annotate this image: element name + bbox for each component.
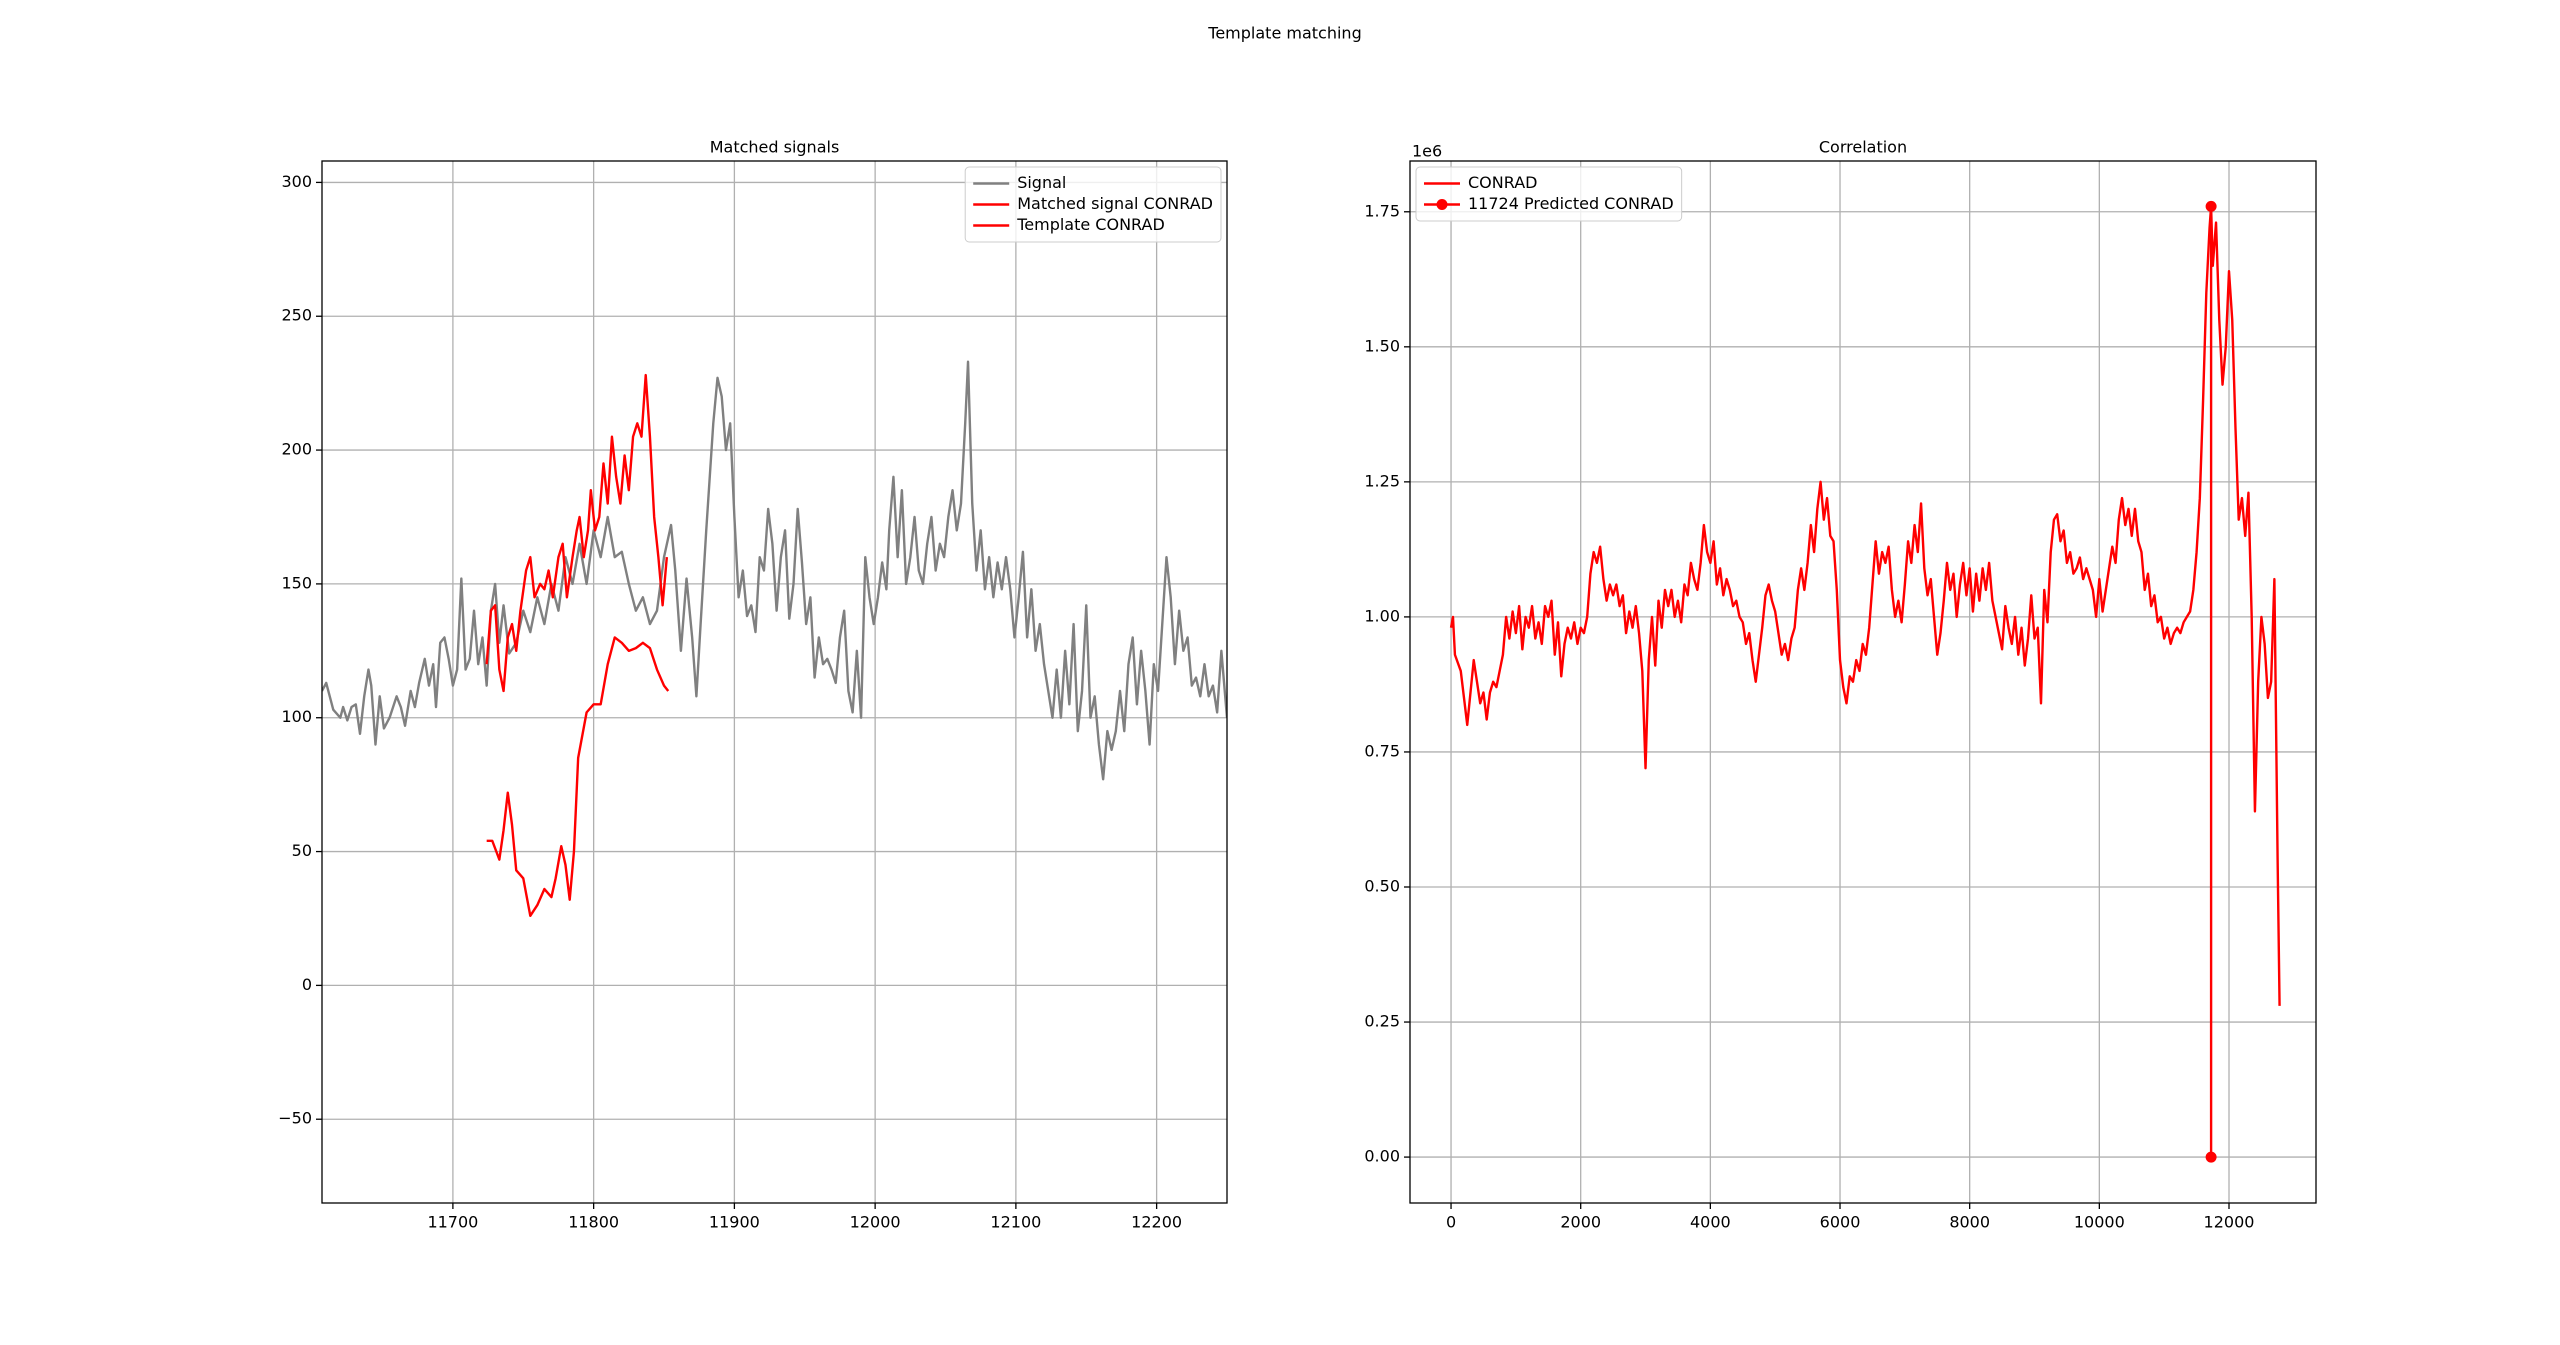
y-tick-label: −50 bbox=[278, 1109, 312, 1128]
x-tick-label: 0 bbox=[1446, 1213, 1456, 1232]
x-tick-label: 12000 bbox=[850, 1213, 901, 1232]
x-tick-label: 10000 bbox=[2074, 1213, 2125, 1232]
series-marker bbox=[2205, 200, 2217, 212]
legend-label: Matched signal CONRAD bbox=[1017, 194, 1213, 213]
legend-label: CONRAD bbox=[1468, 173, 1537, 192]
series-line bbox=[1449, 205, 2281, 1006]
y-tick-label: 100 bbox=[281, 707, 312, 726]
y-tick-label: 1.75 bbox=[1364, 201, 1400, 220]
series-marker bbox=[2205, 1151, 2217, 1163]
plot-area bbox=[1449, 200, 2281, 1163]
x-tick-label: 11800 bbox=[568, 1213, 619, 1232]
axes-frame bbox=[321, 160, 1228, 1204]
y-tick-label: 250 bbox=[281, 306, 312, 325]
figure-title: Template matching bbox=[1207, 24, 1361, 43]
x-tick-label: 6000 bbox=[1820, 1213, 1861, 1232]
y-tick-label: 0.25 bbox=[1364, 1012, 1400, 1031]
y-tick-label: 50 bbox=[292, 841, 312, 860]
series-line bbox=[322, 360, 1227, 781]
legend: Signal Matched signal CONRAD Template CONR… bbox=[964, 166, 1222, 243]
axes-title: Matched signals bbox=[710, 138, 840, 157]
series-line bbox=[485, 373, 669, 693]
legend-marker bbox=[1436, 199, 1448, 210]
y-tick-label: 200 bbox=[281, 440, 312, 459]
plot-area bbox=[322, 360, 1227, 917]
legend: CONRAD 11724 Predicted CONRAD bbox=[1415, 166, 1683, 222]
legend-box bbox=[1415, 166, 1683, 222]
y-tick-label: 1.00 bbox=[1364, 606, 1400, 625]
y-tick-label: 0 bbox=[302, 975, 312, 994]
legend-label: 11724 Predicted CONRAD bbox=[1468, 194, 1674, 213]
x-tick-label: 11900 bbox=[709, 1213, 760, 1232]
x-tick-label: 12000 bbox=[2204, 1213, 2255, 1232]
y-tick-label: 300 bbox=[281, 172, 312, 191]
y-tick-label: 150 bbox=[281, 573, 312, 592]
x-tick-label: 12100 bbox=[990, 1213, 1041, 1232]
series-line bbox=[486, 636, 670, 917]
axes-title: Correlation bbox=[1819, 138, 1907, 157]
y-offset-label: 1e6 bbox=[1412, 142, 1442, 161]
x-tick-label: 11700 bbox=[427, 1213, 478, 1232]
x-tick-label: 2000 bbox=[1560, 1213, 1601, 1232]
y-tick-label: 1.50 bbox=[1364, 336, 1400, 355]
x-tick-label: 12200 bbox=[1131, 1213, 1182, 1232]
x-tick-label: 4000 bbox=[1690, 1213, 1731, 1232]
legend-label: Signal bbox=[1017, 173, 1066, 192]
y-tick-label: 0.00 bbox=[1364, 1147, 1400, 1166]
x-tick-label: 8000 bbox=[1949, 1213, 1990, 1232]
legend-box bbox=[964, 166, 1222, 243]
y-tick-label: 0.50 bbox=[1364, 876, 1400, 895]
legend-label: Template CONRAD bbox=[1016, 215, 1165, 234]
y-tick-label: 1.25 bbox=[1364, 471, 1400, 490]
y-tick-label: 0.75 bbox=[1364, 741, 1400, 760]
axes-frame bbox=[1409, 160, 2317, 1204]
